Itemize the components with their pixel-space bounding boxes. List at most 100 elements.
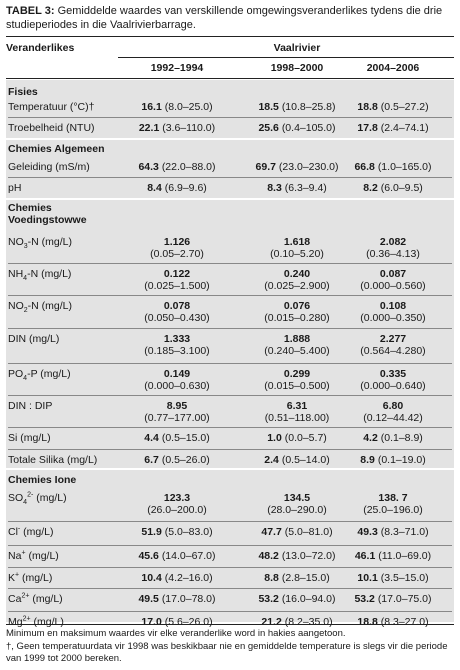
- range-value: (0.51–118.00): [264, 412, 330, 424]
- table-cell: 10.1 (3.5–15.0): [334, 572, 452, 584]
- mean-value: 8.4: [147, 182, 162, 194]
- table-cell: 4.2 (0.1–8.9): [334, 432, 452, 444]
- mean-value: 2.4: [264, 454, 279, 466]
- range-value: (26.0–200.0): [147, 504, 207, 516]
- range-value: (28.0–290.0): [267, 504, 327, 516]
- row-label: Ca2+ (mg/L): [8, 592, 63, 606]
- mean-value: 16.1: [141, 101, 162, 113]
- row-rule: [8, 427, 452, 428]
- header-period-1: 1992–1994: [150, 62, 204, 74]
- mean-value: 47.7: [261, 526, 282, 538]
- table-cell: 134.5 (28.0–290.0): [238, 492, 356, 516]
- row-rule: [8, 117, 452, 118]
- row-label: pH: [8, 182, 22, 194]
- table-cell: 0.240 (0.025–2.900): [238, 268, 356, 292]
- row-label: NO2-N (mg/L): [8, 300, 72, 315]
- row-rule: [8, 588, 452, 589]
- table-cell: 18.5 (10.8–25.8): [238, 101, 356, 113]
- range-value: (0.0–5.7): [284, 432, 327, 444]
- table-cell: 6.31 (0.51–118.00): [238, 400, 356, 424]
- table-cell: 66.8 (1.0–165.0): [334, 161, 452, 173]
- range-value: (2.8–15.0): [281, 572, 330, 584]
- range-value: (23.0–230.0): [278, 161, 339, 173]
- mean-value: 0.087: [379, 268, 407, 280]
- range-value: (8.3–71.0): [380, 526, 429, 538]
- range-value: (11.0–69.0): [378, 550, 432, 562]
- section-band: [6, 470, 454, 622]
- row-label: Na+ (mg/L): [8, 549, 59, 563]
- range-value: (17.0–75.0): [377, 593, 432, 605]
- table-cell: 22.1 (3.6–110.0): [118, 122, 236, 134]
- mean-value: 138. 7: [378, 492, 408, 504]
- table-cell: 69.7 (23.0–230.0): [238, 161, 356, 173]
- mean-value: 66.8: [354, 161, 375, 173]
- row-label: Temperatuur (°C)†: [8, 101, 95, 113]
- section-band: [6, 140, 454, 198]
- range-value: (0.025–2.900): [264, 280, 330, 292]
- mean-value: 49.3: [357, 526, 378, 538]
- table-caption: TABEL 3: Gemiddelde waardes van verskill…: [6, 4, 454, 32]
- mean-value: 0.122: [163, 268, 191, 280]
- table-cell: 123.3 (26.0–200.0): [118, 492, 236, 516]
- mean-value: 53.2: [258, 593, 279, 605]
- header-river: Vaalrivier: [273, 42, 321, 54]
- mean-value: 8.2: [363, 182, 378, 194]
- table-cell: 6.7 (0.5–26.0): [118, 454, 236, 466]
- mean-value: 2.277: [379, 333, 407, 345]
- mean-value: 134.5: [283, 492, 311, 504]
- table-cell: 53.2 (16.0–94.0): [238, 593, 356, 605]
- range-value: (0.5–26.0): [161, 454, 210, 466]
- table-cell: 21.2 (8.2–35.0): [238, 616, 356, 628]
- table-cell: 48.2 (13.0–72.0): [238, 550, 356, 562]
- section-title: Fisies: [8, 86, 38, 98]
- range-value: (0.015–0.500): [264, 380, 330, 392]
- mean-value: 45.6: [138, 550, 159, 562]
- mean-value: 51.9: [141, 526, 162, 538]
- table-cell: 2.4 (0.5–14.0): [238, 454, 356, 466]
- table-cell: 8.95 (0.77–177.00): [118, 400, 236, 424]
- range-value: (0.000–0.350): [360, 312, 426, 324]
- row-rule: [8, 545, 452, 546]
- row-label: NH4-N (mg/L): [8, 268, 72, 283]
- table-cell: 0.299 (0.015–0.500): [238, 368, 356, 392]
- mean-value: 0.076: [283, 300, 311, 312]
- table-cell: 0.122 (0.025–1.500): [118, 268, 236, 292]
- mean-value: 0.335: [379, 368, 407, 380]
- row-rule: [8, 395, 452, 396]
- mean-value: 0.149: [163, 368, 191, 380]
- table-cell: 17.0 (5.6–26.0): [118, 616, 236, 628]
- range-value: (0.564–4.280): [360, 345, 426, 357]
- range-value: (3.6–110.0): [162, 122, 216, 134]
- table-cell: 25.6 (0.4–105.0): [238, 122, 356, 134]
- table-cell: 1.888 (0.240–5.400): [238, 333, 356, 357]
- row-label: PO4-P (mg/L): [8, 368, 71, 383]
- row-label: Troebelheid (NTU): [8, 122, 95, 134]
- table-cell: 16.1 (8.0–25.0): [118, 101, 236, 113]
- table-cell: 2.277 (0.564–4.280): [334, 333, 452, 357]
- mean-value: 123.3: [163, 492, 191, 504]
- table-cell: 1.0 (0.0–5.7): [238, 432, 356, 444]
- table-cell: 49.3 (8.3–71.0): [334, 526, 452, 538]
- top-rule: [6, 36, 454, 37]
- footnote-1: Minimum en maksimum waardes vir elke ver…: [6, 628, 346, 639]
- mean-value: 21.2: [261, 616, 282, 628]
- section-title: Chemies Voedingstowwe: [8, 202, 87, 226]
- section-band: [6, 200, 454, 468]
- mean-value: 8.8: [264, 572, 279, 584]
- mean-value: 18.5: [258, 101, 279, 113]
- mean-value: 4.2: [363, 432, 378, 444]
- range-value: (0.000–0.640): [360, 380, 426, 392]
- row-label: K+ (mg/L): [8, 571, 53, 585]
- range-value: (0.240–5.400): [264, 345, 330, 357]
- range-value: (0.05–2.70): [150, 248, 204, 260]
- range-value: (6.3–9.4): [284, 182, 327, 194]
- mean-value: 10.1: [357, 572, 378, 584]
- range-value: (13.0–72.0): [281, 550, 336, 562]
- table-cell: 64.3 (22.0–88.0): [118, 161, 236, 173]
- range-value: (10.8–25.8): [281, 101, 336, 113]
- table-cell: 46.1 (11.0–69.0): [334, 550, 452, 562]
- row-rule: [8, 263, 452, 264]
- range-value: (8.0–25.0): [164, 101, 213, 113]
- mean-value: 17.8: [357, 122, 378, 134]
- mean-value: 1.333: [163, 333, 191, 345]
